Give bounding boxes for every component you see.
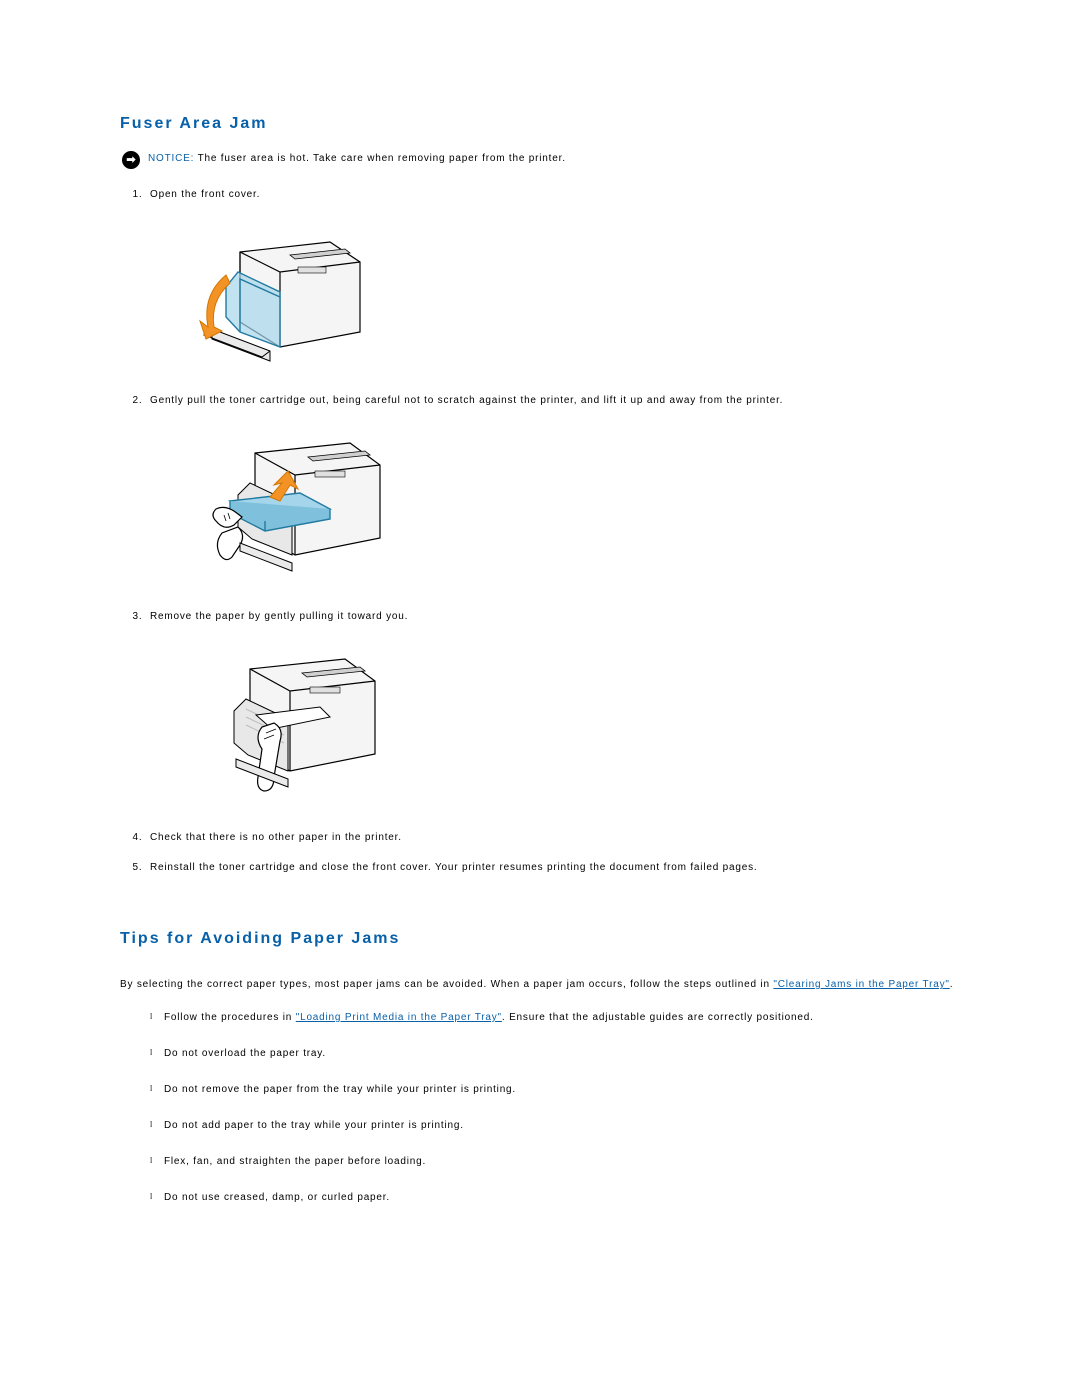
tip-4: Do not add paper to the tray while your … [150,1118,965,1134]
heading-tips: Tips for Avoiding Paper Jams [120,930,965,948]
document-page: Fuser Area Jam ➡ NOTICE: The fuser area … [0,0,1080,1397]
figure-step-2 [180,423,965,583]
notice-icon: ➡ [122,151,140,169]
figure-step-3 [180,639,965,804]
notice-text: NOTICE: The fuser area is hot. Take care… [148,151,566,166]
tip-6-text: Do not use creased, damp, or curled pape… [164,1192,390,1203]
figure-step-1 [180,217,965,367]
heading-fuser-area-jam: Fuser Area Jam [120,115,965,133]
tips-intro-post: . [950,979,954,990]
tip-1-post: . Ensure that the adjustable guides are … [502,1012,814,1023]
tip-5-text: Flex, fan, and straighten the paper befo… [164,1156,426,1167]
tips-list: Follow the procedures in "Loading Print … [150,1010,965,1206]
step-2: Gently pull the toner cartridge out, bei… [146,393,965,583]
tip-6: Do not use creased, damp, or curled pape… [150,1190,965,1206]
tip-1: Follow the procedures in "Loading Print … [150,1010,965,1026]
tips-intro-pre: By selecting the correct paper types, mo… [120,979,773,990]
notice-body: The fuser area is hot. Take care when re… [194,153,566,164]
link-loading-media[interactable]: "Loading Print Media in the Paper Tray" [296,1012,502,1023]
step-5-text: Reinstall the toner cartridge and close … [150,862,757,873]
tip-2: Do not overload the paper tray. [150,1046,965,1062]
steps-list: Open the front cover. [124,187,965,876]
step-4-text: Check that there is no other paper in th… [150,832,402,843]
tip-3-text: Do not remove the paper from the tray wh… [164,1084,516,1095]
tip-5: Flex, fan, and straighten the paper befo… [150,1154,965,1170]
tip-2-text: Do not overload the paper tray. [164,1048,326,1059]
step-1-text: Open the front cover. [150,189,260,200]
tip-3: Do not remove the paper from the tray wh… [150,1082,965,1098]
step-2-text: Gently pull the toner cartridge out, bei… [150,395,783,406]
step-4: Check that there is no other paper in th… [146,830,965,846]
tip-1-pre: Follow the procedures in [164,1012,296,1023]
step-3-text: Remove the paper by gently pulling it to… [150,611,408,622]
step-1: Open the front cover. [146,187,965,367]
link-clearing-jams[interactable]: "Clearing Jams in the Paper Tray" [773,979,949,990]
tip-4-text: Do not add paper to the tray while your … [164,1120,464,1131]
step-3: Remove the paper by gently pulling it to… [146,609,965,804]
tips-intro: By selecting the correct paper types, mo… [120,976,965,994]
notice-row: ➡ NOTICE: The fuser area is hot. Take ca… [120,151,965,169]
notice-label: NOTICE: [148,153,194,164]
step-5: Reinstall the toner cartridge and close … [146,860,965,876]
